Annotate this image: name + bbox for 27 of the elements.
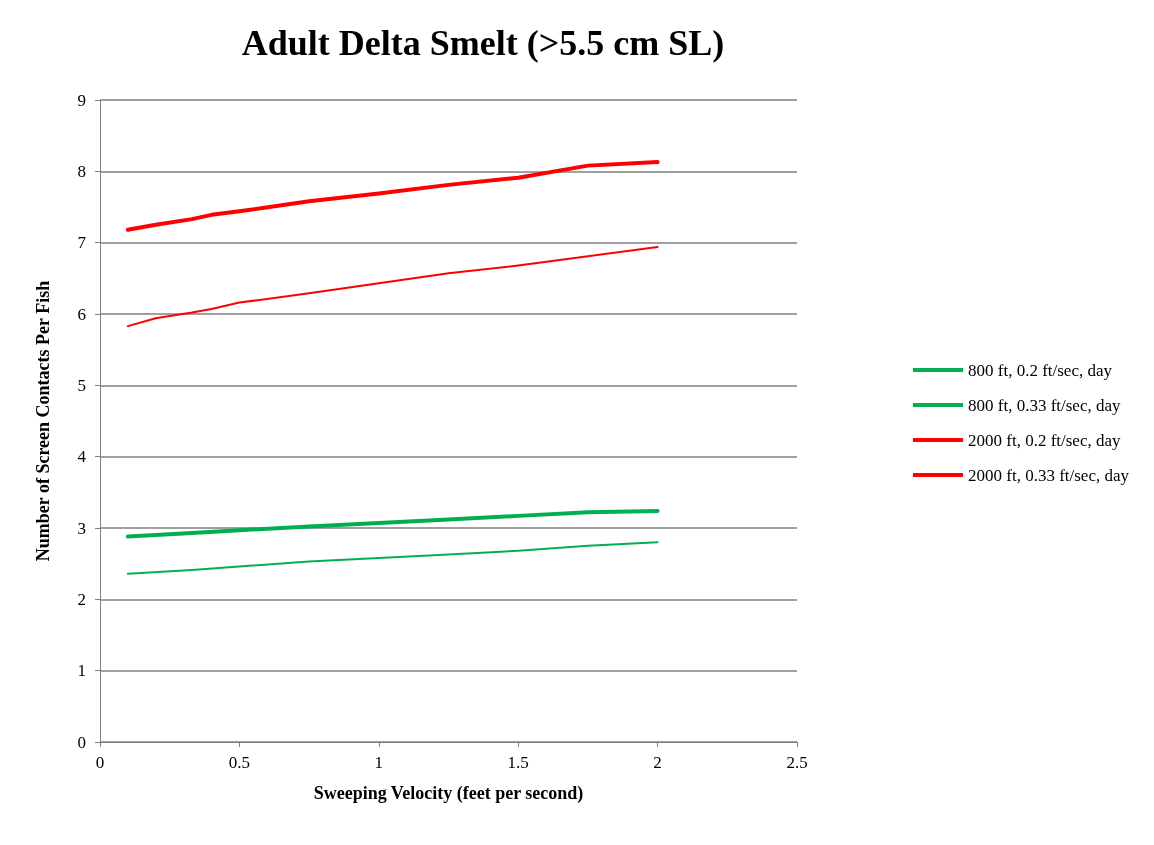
y-tick-label: 0 bbox=[77, 732, 86, 752]
line-series bbox=[125, 508, 660, 539]
y-tick-label: 7 bbox=[77, 233, 87, 253]
line-series bbox=[125, 160, 660, 232]
y-tick-label: 2 bbox=[77, 589, 86, 609]
y-tick-label: 9 bbox=[77, 90, 86, 110]
y-tick-label: 4 bbox=[77, 447, 87, 467]
x-tick-label: 1 bbox=[374, 753, 384, 772]
x-tick-label: 2 bbox=[653, 753, 662, 772]
y-tick-label: 5 bbox=[77, 375, 86, 395]
legend-label: 2000 ft, 0.2 ft/sec, day bbox=[968, 430, 1121, 450]
line-series bbox=[126, 245, 659, 328]
x-axis-title: Sweeping Velocity (feet per second) bbox=[313, 783, 584, 804]
x-tick-label: 2.5 bbox=[786, 753, 808, 772]
line-series bbox=[126, 541, 659, 575]
legend-label: 800 ft, 0.33 ft/sec, day bbox=[968, 395, 1121, 415]
y-tick-label: 6 bbox=[77, 304, 86, 324]
y-tick-label: 3 bbox=[77, 518, 86, 538]
legend-label: 2000 ft, 0.33 ft/sec, day bbox=[968, 465, 1130, 485]
x-tick-label: 0 bbox=[95, 753, 105, 772]
legend-label: 800 ft, 0.2 ft/sec, day bbox=[968, 360, 1113, 380]
x-tick-label: 0.5 bbox=[228, 753, 251, 772]
y-tick-label: 1 bbox=[77, 661, 86, 681]
y-axis-title: Number of Screen Contacts Per Fish bbox=[33, 280, 53, 562]
chart-title: Adult Delta Smelt (>5.5 cm SL) bbox=[241, 23, 725, 63]
x-tick-label: 1.5 bbox=[507, 753, 529, 772]
y-tick-label: 8 bbox=[77, 161, 86, 181]
